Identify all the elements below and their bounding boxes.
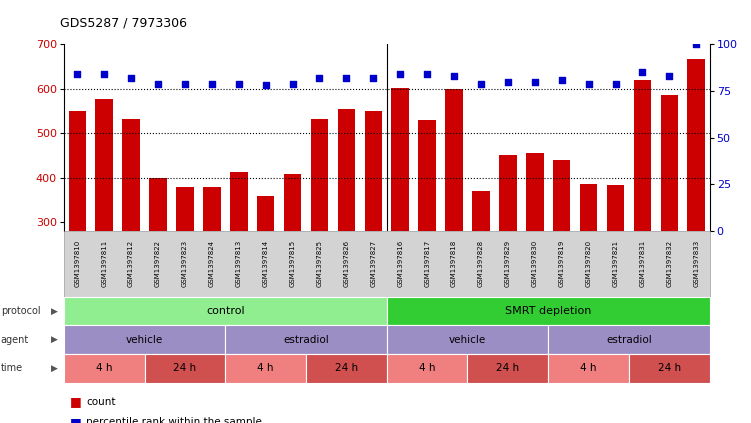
Bar [364,111,382,231]
Text: GSM1397829: GSM1397829 [505,240,511,287]
Text: control: control [206,306,245,316]
Text: GSM1397815: GSM1397815 [290,240,296,287]
Point [287,80,299,87]
Point [340,74,352,81]
Text: ▶: ▶ [51,364,59,373]
Bar [634,80,651,231]
Bar [95,99,113,231]
Bar [472,191,490,231]
Text: GSM1397821: GSM1397821 [613,240,619,287]
Bar [149,178,167,231]
Text: 24 h: 24 h [658,363,681,374]
Text: time: time [1,363,23,374]
Text: GSM1397810: GSM1397810 [74,240,80,287]
Bar [391,88,409,231]
Bar [311,118,328,231]
Point [71,71,83,78]
Text: 24 h: 24 h [496,363,520,374]
Point [529,78,541,85]
Bar [526,153,544,231]
Point [260,82,272,89]
Point [179,80,191,87]
Bar [687,59,705,231]
Bar [445,89,463,231]
Text: ▶: ▶ [51,306,59,316]
Point [556,77,568,83]
Text: 4 h: 4 h [96,363,113,374]
Text: 4 h: 4 h [419,363,436,374]
Text: GSM1397830: GSM1397830 [532,240,538,287]
Text: vehicle: vehicle [126,335,163,345]
Text: GSM1397833: GSM1397833 [693,240,699,287]
Bar [338,109,355,231]
Bar [203,187,221,231]
Point [690,41,702,48]
Text: GSM1397832: GSM1397832 [666,240,672,287]
Point [233,80,245,87]
Point [583,80,595,87]
Bar [499,155,517,231]
Text: GSM1397831: GSM1397831 [639,240,645,287]
Text: 4 h: 4 h [258,363,274,374]
Point [475,80,487,87]
Bar [122,118,140,231]
Text: count: count [86,397,116,407]
Point [448,73,460,80]
Bar [68,111,86,231]
Bar [284,174,301,231]
Bar [553,160,571,231]
Text: GSM1397818: GSM1397818 [451,240,457,287]
Text: GSM1397825: GSM1397825 [316,240,322,287]
Point [610,80,622,87]
Text: GSM1397820: GSM1397820 [586,240,592,287]
Text: GSM1397816: GSM1397816 [397,240,403,287]
Text: 24 h: 24 h [335,363,358,374]
Text: 24 h: 24 h [173,363,197,374]
Text: percentile rank within the sample: percentile rank within the sample [86,417,262,423]
Text: ■: ■ [70,396,82,408]
Bar [580,184,597,231]
Text: GSM1397811: GSM1397811 [101,240,107,287]
Bar [607,185,624,231]
Bar [257,196,274,231]
Text: GDS5287 / 7973306: GDS5287 / 7973306 [60,17,187,30]
Point [502,78,514,85]
Text: GSM1397823: GSM1397823 [182,240,188,287]
Text: GSM1397828: GSM1397828 [478,240,484,287]
Text: SMRT depletion: SMRT depletion [505,306,592,316]
Text: GSM1397826: GSM1397826 [343,240,349,287]
Text: GSM1397817: GSM1397817 [424,240,430,287]
Text: GSM1397819: GSM1397819 [559,240,565,287]
Text: GSM1397822: GSM1397822 [155,240,161,287]
Text: ▶: ▶ [51,335,59,344]
Point [152,80,164,87]
Text: protocol: protocol [1,306,41,316]
Point [663,73,675,80]
Point [313,74,325,81]
Text: vehicle: vehicle [449,335,486,345]
Point [206,80,218,87]
Text: GSM1397812: GSM1397812 [128,240,134,287]
Point [636,69,648,76]
Point [367,74,379,81]
Text: estradiol: estradiol [606,335,652,345]
Text: 4 h: 4 h [581,363,597,374]
Text: GSM1397813: GSM1397813 [236,240,242,287]
Text: agent: agent [1,335,29,345]
Text: estradiol: estradiol [283,335,329,345]
Text: GSM1397814: GSM1397814 [263,240,269,287]
Point [98,71,110,78]
Text: ■: ■ [70,416,82,423]
Bar [661,96,678,231]
Point [421,71,433,78]
Bar [230,172,248,231]
Point [125,74,137,81]
Bar [418,120,436,231]
Text: GSM1397824: GSM1397824 [209,240,215,287]
Text: GSM1397827: GSM1397827 [370,240,376,287]
Point [394,71,406,78]
Bar [176,187,194,231]
